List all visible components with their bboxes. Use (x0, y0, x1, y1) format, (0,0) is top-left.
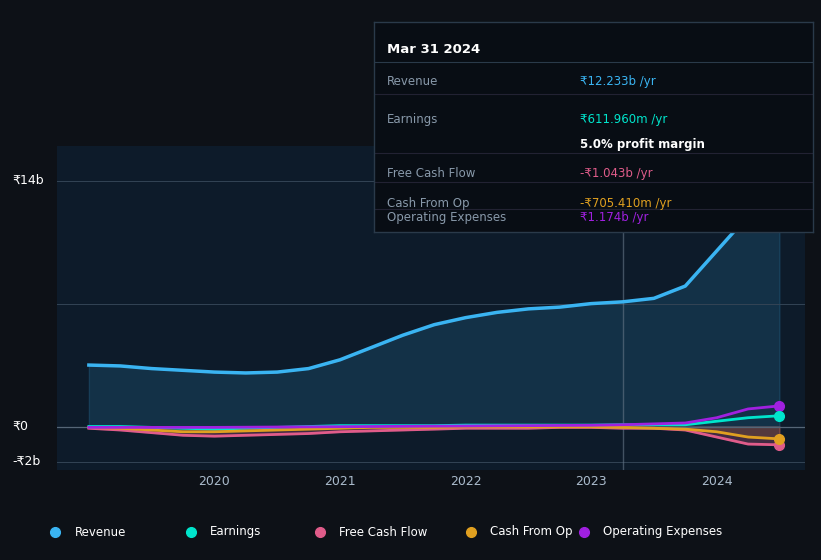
Text: ₹14b: ₹14b (12, 174, 44, 187)
Text: -₹1.043b /yr: -₹1.043b /yr (580, 167, 653, 180)
Text: Earnings: Earnings (210, 525, 262, 539)
Text: -₹705.410m /yr: -₹705.410m /yr (580, 197, 672, 209)
Text: Operating Expenses: Operating Expenses (387, 211, 506, 224)
Text: ₹1.174b /yr: ₹1.174b /yr (580, 211, 649, 224)
Text: Cash From Op: Cash From Op (387, 197, 470, 209)
Text: Revenue: Revenue (387, 75, 438, 88)
Text: -₹2b: -₹2b (12, 455, 40, 468)
Text: Operating Expenses: Operating Expenses (603, 525, 722, 539)
Text: Cash From Op: Cash From Op (490, 525, 572, 539)
Text: Revenue: Revenue (75, 525, 126, 539)
Text: Mar 31 2024: Mar 31 2024 (387, 44, 480, 57)
Text: ₹611.960m /yr: ₹611.960m /yr (580, 113, 667, 125)
Text: ₹0: ₹0 (12, 420, 28, 433)
Text: Free Cash Flow: Free Cash Flow (387, 167, 475, 180)
Text: Earnings: Earnings (387, 113, 438, 125)
Text: 5.0% profit margin: 5.0% profit margin (580, 138, 705, 151)
Text: ₹12.233b /yr: ₹12.233b /yr (580, 75, 656, 88)
Text: Free Cash Flow: Free Cash Flow (339, 525, 427, 539)
